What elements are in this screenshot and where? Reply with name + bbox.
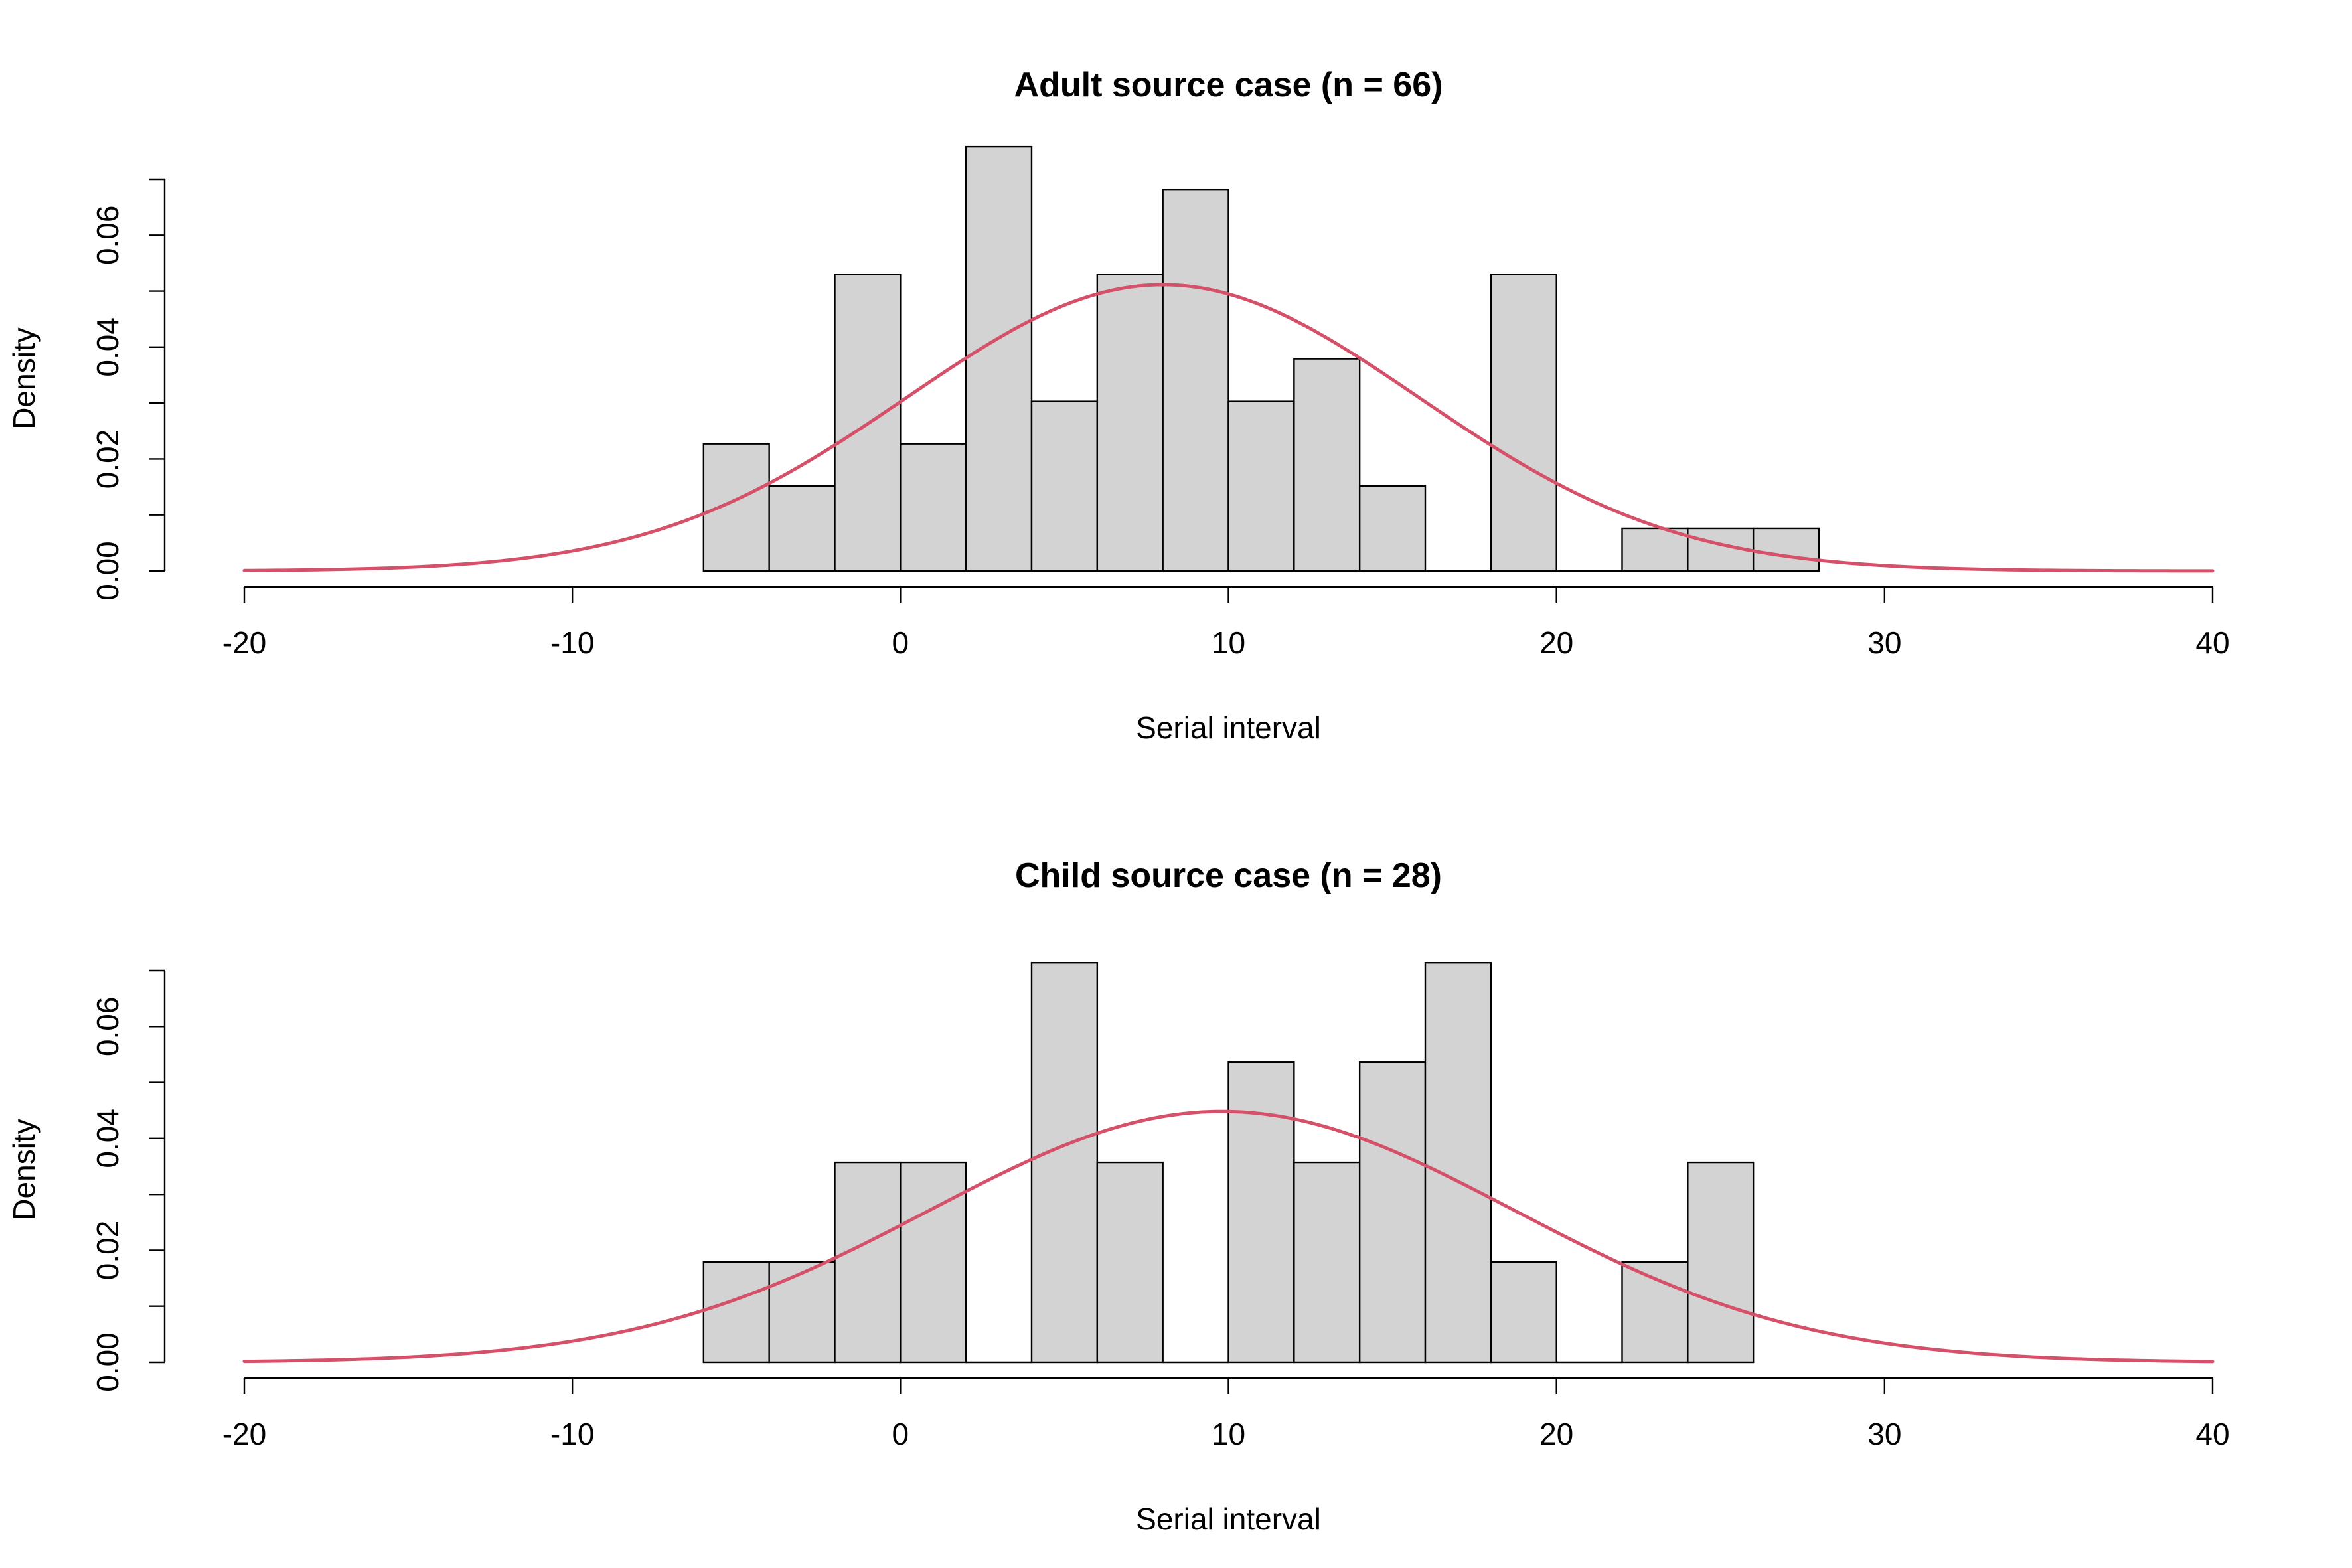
x-tick-label: 0 <box>892 1417 909 1451</box>
histogram-bar <box>768 1261 836 1364</box>
axes: -20 -10 0 10 20 30 40 0.00 0.02 0.04 0.06 <box>90 969 2230 1451</box>
y-axis-label: Density <box>7 327 41 429</box>
histogram-bar <box>1752 527 1820 572</box>
histogram-bar <box>1227 400 1295 572</box>
y-tick-label: 0.04 <box>90 1109 125 1168</box>
x-tick-label: 10 <box>1212 1417 1245 1451</box>
histogram-bar <box>1490 274 1557 572</box>
histogram-bar <box>1162 188 1229 572</box>
histogram-bars <box>702 961 1755 1364</box>
density-curve <box>242 1109 2215 1364</box>
chart-title: Child source case (n = 28) <box>1015 856 1442 895</box>
y-tick-label: 0.04 <box>90 317 125 377</box>
x-tick-label: 0 <box>892 625 909 660</box>
x-tick-label: -20 <box>222 625 266 660</box>
histogram-bar <box>1096 1161 1164 1364</box>
histogram-bar <box>900 1161 967 1364</box>
density-curve-group <box>242 283 2215 573</box>
histogram-bar <box>1096 274 1164 572</box>
histogram-bar <box>1227 1061 1295 1364</box>
x-tick-label: 30 <box>1867 1417 1901 1451</box>
histogram-bars <box>702 145 1820 572</box>
x-tick-label: 20 <box>1539 1417 1573 1451</box>
x-axis-label: Serial interval <box>1136 710 1321 745</box>
histogram-bar <box>1358 485 1427 572</box>
x-tick-label: 10 <box>1212 625 1245 660</box>
y-tick-label: 0.00 <box>90 541 125 601</box>
x-tick-label: 20 <box>1539 625 1573 660</box>
x-tick-label: -10 <box>550 1417 594 1451</box>
histogram-bar <box>1490 1261 1557 1364</box>
x-tick-label: 40 <box>2195 1417 2229 1451</box>
density-curve <box>242 283 2215 573</box>
x-tick-label: 40 <box>2195 625 2229 660</box>
histogram-bar <box>1030 961 1099 1364</box>
histogram-bar <box>1358 1061 1427 1364</box>
histogram-bar <box>834 1161 902 1364</box>
panel-adult: Adult source case (n = 66) Serial interv… <box>7 66 2230 745</box>
x-tick-label: -10 <box>550 625 594 660</box>
y-tick-label: 0.00 <box>90 1332 125 1392</box>
x-tick-label: -20 <box>222 1417 266 1451</box>
histogram-bar <box>702 443 770 572</box>
histogram-bar <box>900 443 967 572</box>
density-curve-group <box>242 1109 2215 1364</box>
histogram-bar <box>1424 961 1492 1364</box>
x-tick-label: 30 <box>1867 625 1901 660</box>
y-tick-label: 0.02 <box>90 430 125 489</box>
histogram-bar <box>965 145 1033 572</box>
histogram-bar <box>768 485 836 572</box>
y-tick-label: 0.02 <box>90 1221 125 1281</box>
chart-title: Adult source case (n = 66) <box>1014 66 1443 104</box>
histogram-bar <box>1687 1161 1755 1364</box>
panel-child: Child source case (n = 28) Serial interv… <box>7 856 2230 1536</box>
histogram-bar <box>702 1261 770 1364</box>
histogram-bar <box>1030 400 1099 572</box>
y-axis-label: Density <box>7 1119 41 1220</box>
histogram-bar <box>1293 1161 1361 1364</box>
y-tick-label: 0.06 <box>90 997 125 1057</box>
axes: -20 -10 0 10 20 30 40 0.00 0.02 0.04 0.06 <box>90 178 2230 660</box>
y-tick-label: 0.06 <box>90 206 125 266</box>
x-axis-label: Serial interval <box>1136 1502 1321 1536</box>
histogram-bar <box>1293 358 1361 572</box>
